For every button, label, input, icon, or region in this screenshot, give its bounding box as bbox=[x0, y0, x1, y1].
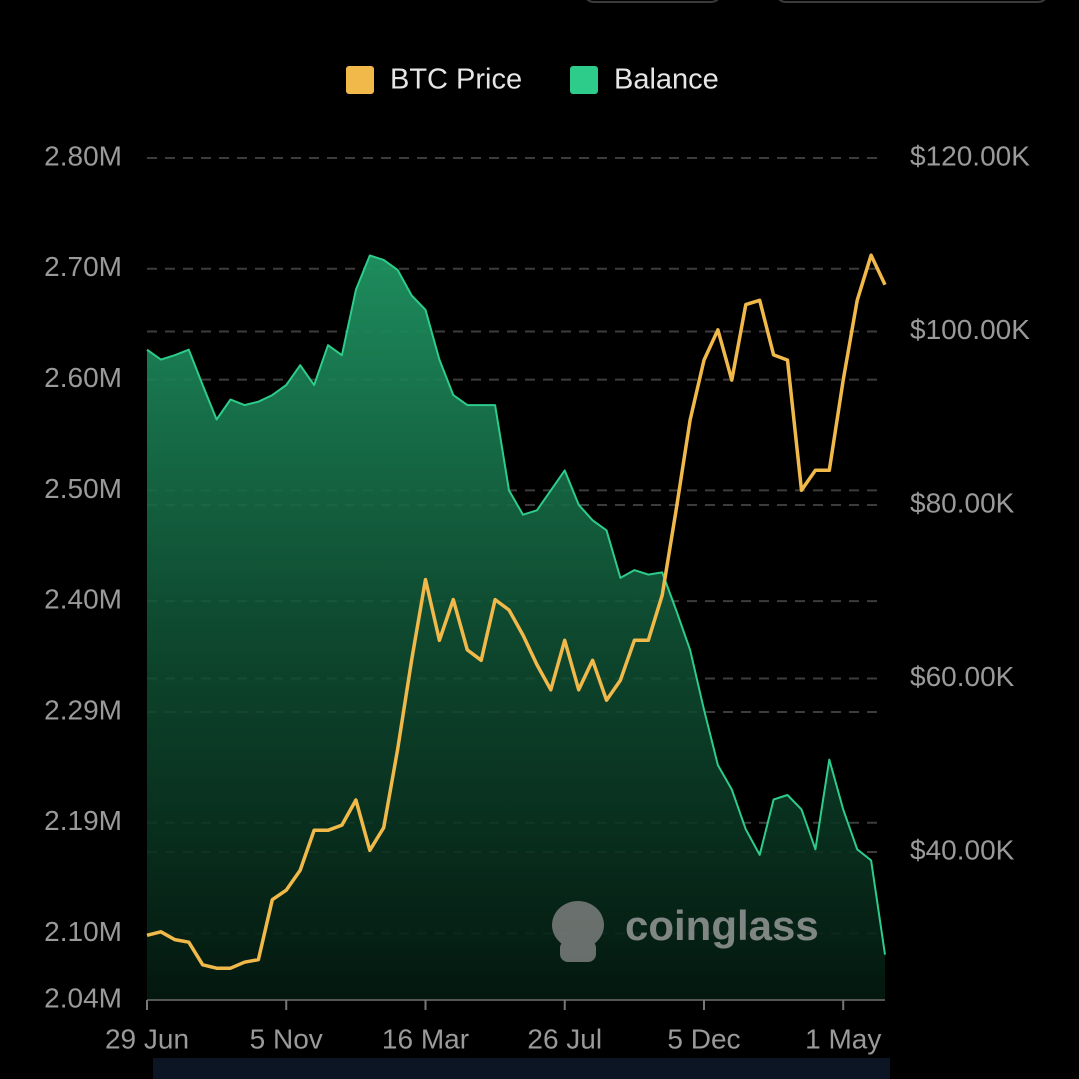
x-tick-label: 16 Mar bbox=[382, 1023, 469, 1054]
y2-tick-label: $120.00K bbox=[910, 140, 1030, 171]
x-tick-label: 5 Nov bbox=[250, 1023, 323, 1054]
watermark-logo bbox=[552, 901, 604, 949]
balance-area bbox=[147, 255, 885, 1000]
series-line bbox=[146, 253, 887, 970]
watermark-text: coinglass bbox=[625, 902, 819, 949]
y-tick-label: 2.70M bbox=[44, 251, 122, 282]
x-tick-label: 5 Dec bbox=[667, 1023, 740, 1054]
y-tick-label: 2.04M bbox=[44, 982, 122, 1013]
y-tick-label: 2.60M bbox=[44, 362, 122, 393]
y2-tick-label: $100.00K bbox=[910, 314, 1030, 345]
y2-tick-label: $80.00K bbox=[910, 487, 1015, 518]
x-tick-label: 1 May bbox=[805, 1023, 881, 1054]
plot-area bbox=[146, 253, 887, 1000]
y-tick-label: 2.19M bbox=[44, 805, 122, 836]
y2-tick-label: $40.00K bbox=[910, 834, 1015, 865]
x-tick-label: 29 Jun bbox=[105, 1023, 189, 1054]
x-tick-label: 26 Jul bbox=[527, 1023, 602, 1054]
top-button[interactable] bbox=[776, 0, 1048, 3]
y-tick-label: 2.80M bbox=[44, 140, 122, 171]
y2-tick-label: $60.00K bbox=[910, 661, 1015, 692]
legend-label: Balance bbox=[614, 64, 719, 96]
series-line bbox=[146, 254, 886, 955]
y-tick-label: 2.50M bbox=[44, 473, 122, 504]
watermark-logo bbox=[560, 940, 596, 962]
y-tick-label: 2.10M bbox=[44, 916, 122, 947]
top-button[interactable] bbox=[584, 0, 721, 3]
watermark: coinglass bbox=[552, 901, 819, 962]
legend-swatch bbox=[346, 66, 374, 94]
legend-label: BTC Price bbox=[390, 64, 522, 96]
y-tick-label: 2.40M bbox=[44, 584, 122, 615]
scroll-bar[interactable] bbox=[153, 1058, 890, 1079]
legend: BTC Price Balance bbox=[346, 64, 719, 96]
y-tick-label: 2.29M bbox=[44, 694, 122, 725]
legend-swatch bbox=[570, 66, 598, 94]
axes: 2.80M 2.70M 2.60M 2.50M 2.40M 2.29M 2.19M 2.10M… bbox=[44, 140, 1030, 1054]
